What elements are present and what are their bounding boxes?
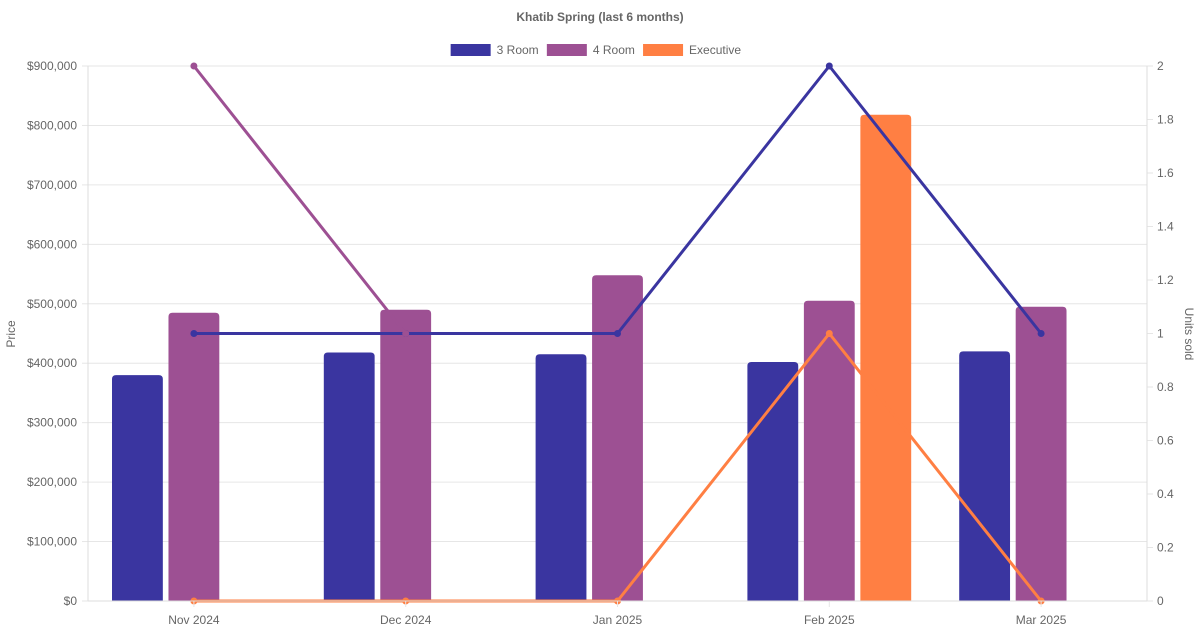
y-right-tick-label: 1.2	[1157, 273, 1174, 287]
y-left-tick-label: $400,000	[27, 356, 77, 370]
y-left-tick-label: $700,000	[27, 178, 77, 192]
x-tick-label: Nov 2024	[168, 613, 220, 627]
y-right-tick-label: 0.2	[1157, 541, 1174, 555]
y-left-axis-title: Price	[4, 320, 18, 348]
bar-executive	[860, 114, 912, 601]
point-3-room	[190, 330, 198, 337]
y-right-tick-label: 1.6	[1157, 166, 1174, 180]
legend-swatch-4-room	[546, 44, 587, 56]
point-executive	[825, 330, 833, 337]
bar-4-room	[1015, 306, 1067, 601]
y-right-tick-label: 1	[1157, 327, 1164, 341]
legend-swatch-3-room	[450, 44, 491, 56]
y-left-tick-label: $0	[64, 594, 78, 608]
x-tick-label: Feb 2025	[804, 613, 855, 627]
bar-4-room	[168, 312, 220, 601]
point-3-room	[614, 330, 621, 337]
y-right-tick-label: 1.8	[1157, 113, 1174, 127]
y-right-tick-label: 0.4	[1157, 487, 1174, 501]
x-tick-label: Mar 2025	[1016, 613, 1067, 627]
point-4-room	[190, 62, 198, 70]
bars	[112, 114, 1067, 601]
bar-3-room	[747, 362, 799, 601]
y-left-tick-label: $900,000	[27, 59, 77, 73]
y-left-tick-label: $800,000	[27, 118, 77, 132]
y-right-tick-label: 0	[1157, 594, 1164, 608]
axes: $0 $100,000 $200,000 $300,000 $400,000 $500,0…	[27, 59, 1174, 627]
point-4-room	[402, 330, 410, 337]
line-4-room	[192, 64, 408, 335]
y-left-tick-label: $100,000	[27, 535, 77, 549]
bar-3-room	[959, 351, 1011, 601]
x-tick-label: Dec 2024	[380, 613, 432, 627]
legend-label-4-room: 4 Room	[593, 43, 635, 57]
bar-4-room	[592, 275, 643, 601]
y-left-tick-label: $600,000	[27, 237, 77, 251]
chart-title: Khatib Spring (last 6 months)	[516, 10, 683, 24]
bar-3-room	[323, 352, 375, 601]
y-left-tick-label: $500,000	[27, 297, 77, 311]
legend-swatch-executive	[643, 44, 684, 56]
bar-3-room	[112, 375, 163, 601]
legend-label-executive: Executive	[689, 43, 741, 57]
y-right-tick-label: 0.8	[1157, 380, 1174, 394]
y-right-axis-title: Units sold	[1182, 308, 1196, 361]
y-left-tick-label: $200,000	[27, 475, 77, 489]
y-right-tick-label: 0.6	[1157, 434, 1174, 448]
point-3-room	[1037, 330, 1045, 337]
x-tick-label: Jan 2025	[593, 613, 643, 627]
bar-4-room	[380, 309, 432, 601]
legend: 3 Room 4 Room Executive	[450, 43, 741, 57]
point-3-room	[825, 62, 833, 70]
y-left-tick-label: $300,000	[27, 416, 77, 430]
y-right-tick-label: 1.4	[1157, 220, 1174, 234]
legend-label-3-room: 3 Room	[497, 43, 539, 57]
bar-3-room	[535, 354, 587, 601]
y-right-tick-label: 2	[1157, 59, 1164, 73]
bar-4-room	[803, 300, 855, 601]
